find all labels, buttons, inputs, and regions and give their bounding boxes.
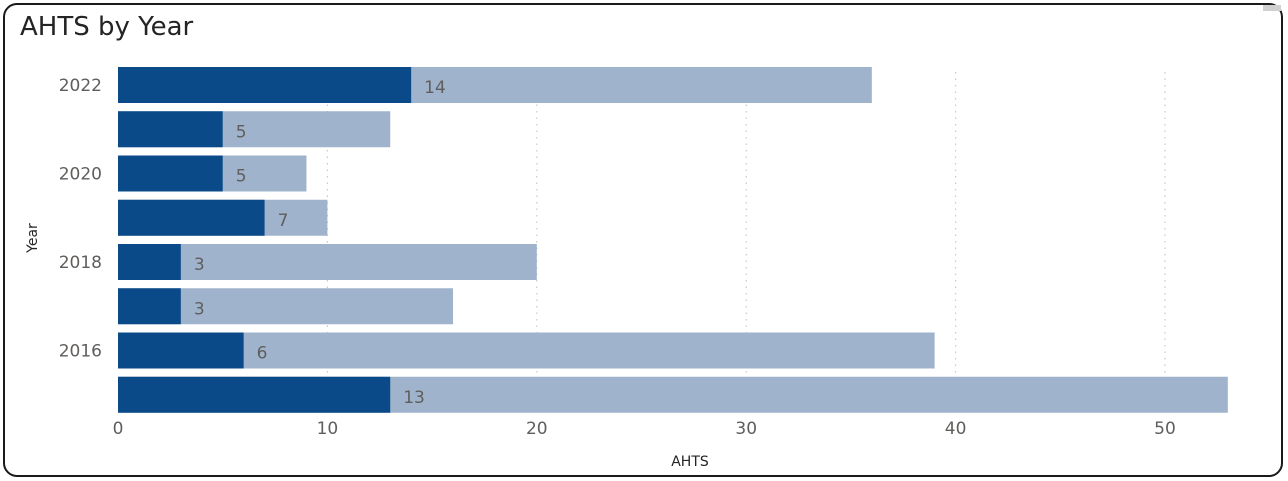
y-axis-title: Year (25, 223, 41, 254)
x-tick-label-20: 20 (526, 419, 548, 439)
data-label-2021: 5 (236, 122, 247, 142)
bars (118, 67, 1228, 413)
bar-value-2022 (118, 67, 412, 103)
data-labels: 14 5 5 7 3 3 6 13 (194, 78, 446, 408)
y-tick-label-2022: 2022 (59, 76, 102, 96)
x-axis-title: AHTS (671, 454, 709, 470)
bar-total-2016 (118, 332, 935, 369)
bar-value-2020 (118, 155, 223, 192)
data-label-2022: 14 (424, 78, 446, 98)
x-tick-labels: 0 10 20 30 40 50 (113, 419, 1176, 439)
data-label-2017: 3 (194, 299, 205, 319)
chart-title: AHTS by Year (20, 12, 194, 42)
y-tick-labels: 2022 2020 2018 2016 (59, 76, 102, 362)
y-tick-label-2018: 2018 (59, 253, 102, 273)
x-tick-label-40: 40 (945, 419, 967, 439)
x-tick-label-0: 0 (113, 419, 124, 439)
bar-value-2021 (118, 111, 223, 148)
x-tick-label-50: 50 (1154, 419, 1176, 439)
x-tick-label-10: 10 (317, 419, 339, 439)
y-tick-label-2020: 2020 (59, 165, 102, 185)
bar-value-2019 (118, 199, 265, 236)
bar-total-2018 (118, 244, 537, 280)
bar-value-2017 (118, 288, 181, 325)
bar-value-2016 (118, 332, 244, 369)
data-label-2015: 13 (403, 388, 425, 408)
y-tick-label-2016: 2016 (59, 342, 102, 362)
data-label-2020: 5 (236, 167, 247, 187)
corner-mark (1263, 5, 1281, 11)
data-label-2018: 3 (194, 255, 205, 275)
data-label-2016: 6 (257, 344, 268, 364)
data-label-2019: 7 (278, 211, 289, 231)
x-tick-label-30: 30 (735, 419, 757, 439)
bar-value-2018 (118, 244, 181, 280)
bar-value-2015 (118, 376, 391, 413)
